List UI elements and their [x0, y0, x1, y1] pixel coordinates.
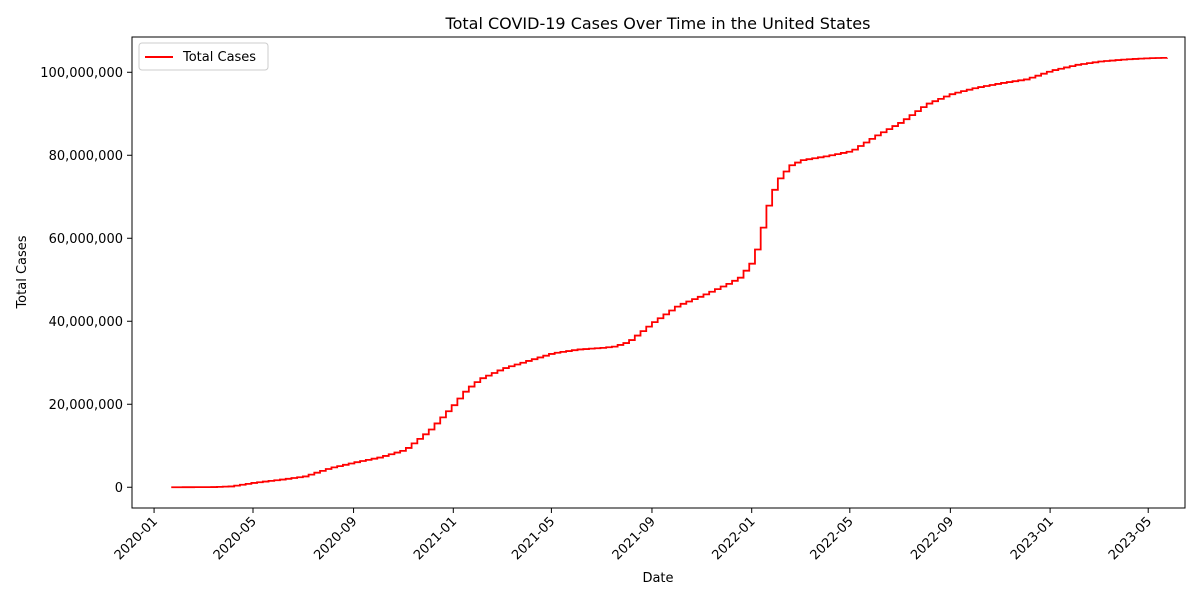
x-axis-label: Date: [642, 571, 673, 586]
series-layer: [171, 56, 1168, 489]
plot-area: [131, 36, 1186, 509]
chart-title: Total COVID-19 Cases Over Time in the Un…: [445, 14, 871, 33]
y-tick-label: 100,000,000: [40, 66, 123, 81]
legend: Total Cases: [138, 42, 269, 71]
legend-label-total-cases: Total Cases: [182, 50, 256, 65]
y-tick-label: 40,000,000: [49, 315, 123, 330]
y-axis-label: Total Cases: [15, 235, 30, 309]
y-tick-label: 60,000,000: [49, 232, 123, 247]
y-tick-label: 0: [115, 481, 123, 496]
series-line-total-cases: [171, 56, 1168, 489]
y-axis: 0 20,000,000 40,000,000 60,000,000 80,000,00…: [40, 66, 132, 496]
legend-box: [138, 42, 269, 71]
y-tick-label: 20,000,000: [49, 398, 123, 413]
y-tick-label: 80,000,000: [49, 149, 123, 164]
axes-frame: [131, 36, 1186, 509]
